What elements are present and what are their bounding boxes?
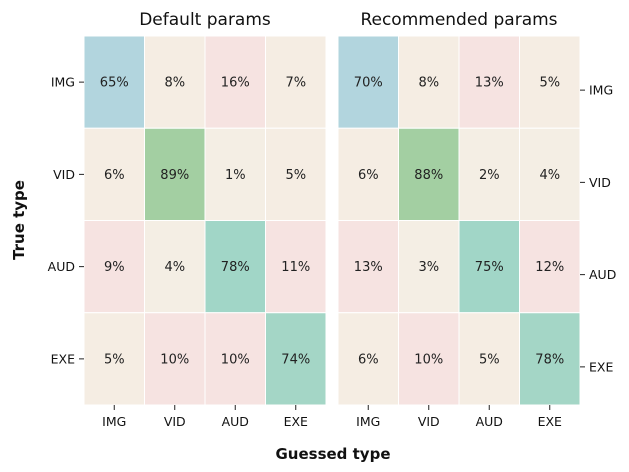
heatmap-cell	[144, 312, 206, 406]
cell-value-label: 89%	[160, 168, 189, 183]
heatmap-cell	[83, 312, 145, 406]
heatmap-cell	[144, 127, 206, 221]
heatmap-cell	[519, 312, 581, 406]
heatmap-cell	[144, 35, 206, 129]
cell-value-label: 1%	[225, 168, 246, 183]
y-tick-label: AUD	[48, 259, 75, 274]
heatmap-cell	[458, 127, 520, 221]
cell-value-label: 70%	[354, 76, 383, 91]
cell-value-label: 75%	[475, 260, 504, 275]
cell-value-label: 5%	[104, 352, 125, 367]
cell-value-label: 8%	[418, 76, 439, 91]
x-tick-label: VID	[164, 414, 186, 429]
heatmap-cell	[398, 220, 460, 314]
y-tick-label: EXE	[589, 359, 613, 374]
x-tick-label: VID	[418, 414, 440, 429]
x-tick-label: EXE	[538, 414, 562, 429]
x-axis-label: Guessed type	[275, 445, 390, 463]
cell-value-label: 74%	[281, 352, 310, 367]
y-tick-label: AUD	[589, 267, 616, 282]
cell-value-label: 65%	[100, 76, 129, 91]
heatmap-cell	[265, 127, 327, 221]
cell-value-label: 78%	[535, 352, 564, 367]
heatmap-cell	[265, 220, 327, 314]
cell-value-label: 4%	[539, 168, 560, 183]
x-tick-label: IMG	[102, 414, 126, 429]
cell-value-label: 4%	[164, 260, 185, 275]
x-tick-label: EXE	[284, 414, 308, 429]
cell-value-label: 10%	[221, 352, 250, 367]
cell-value-label: 11%	[281, 260, 310, 275]
cell-value-label: 10%	[414, 352, 443, 367]
heatmap-cell	[519, 35, 581, 129]
heatmap-cell	[144, 220, 206, 314]
cell-value-label: 13%	[354, 260, 383, 275]
heatmap-cell	[83, 127, 145, 221]
heatmap-panel-default: Default params 65% 8% 16% 7% 6% 89% 1% 5% 9% 4% 78%…	[48, 10, 327, 429]
panel-title: Default params	[139, 10, 271, 30]
cell-value-label: 8%	[164, 76, 185, 91]
cell-value-label: 78%	[221, 260, 250, 275]
x-tick-label: AUD	[476, 414, 503, 429]
cell-value-label: 5%	[539, 76, 560, 91]
panel-title: Recommended params	[360, 10, 557, 30]
heatmap-cell	[265, 312, 327, 406]
heatmap-cell	[337, 220, 399, 314]
cell-value-label: 12%	[535, 260, 564, 275]
heatmap-panel-recommended: Recommended params 70% 8% 13% 5% 6% 88% 2% 4% 13%…	[337, 10, 616, 429]
x-tick-label: IMG	[356, 414, 380, 429]
heatmap-cell	[458, 220, 520, 314]
y-tick-label: EXE	[51, 351, 75, 366]
heatmap-cell	[398, 35, 460, 129]
heatmap-cell	[337, 35, 399, 129]
y-tick-label: VID	[589, 175, 611, 190]
y-tick-label: IMG	[589, 83, 613, 98]
heatmap-cell	[265, 35, 327, 129]
heatmap-cell	[458, 35, 520, 129]
cell-value-label: 5%	[285, 168, 306, 183]
cell-value-label: 6%	[358, 352, 379, 367]
cell-value-label: 5%	[479, 352, 500, 367]
cell-value-label: 2%	[479, 168, 500, 183]
heatmap-cell	[83, 35, 145, 129]
cell-value-label: 6%	[104, 168, 125, 183]
heatmap-cell	[337, 127, 399, 221]
x-tick-label: AUD	[222, 414, 249, 429]
y-tick-label: VID	[53, 167, 75, 182]
cell-value-label: 88%	[414, 168, 443, 183]
heatmap-cell	[337, 312, 399, 406]
cell-value-label: 3%	[418, 260, 439, 275]
cell-value-label: 13%	[475, 76, 504, 91]
cell-value-label: 9%	[104, 260, 125, 275]
y-tick-label: IMG	[51, 75, 75, 90]
cell-value-label: 10%	[160, 352, 189, 367]
cell-value-label: 7%	[285, 76, 306, 91]
y-axis-label: True type	[10, 180, 28, 260]
cell-value-label: 6%	[358, 168, 379, 183]
cell-value-label: 16%	[221, 76, 250, 91]
heatmap-cell	[204, 35, 266, 129]
